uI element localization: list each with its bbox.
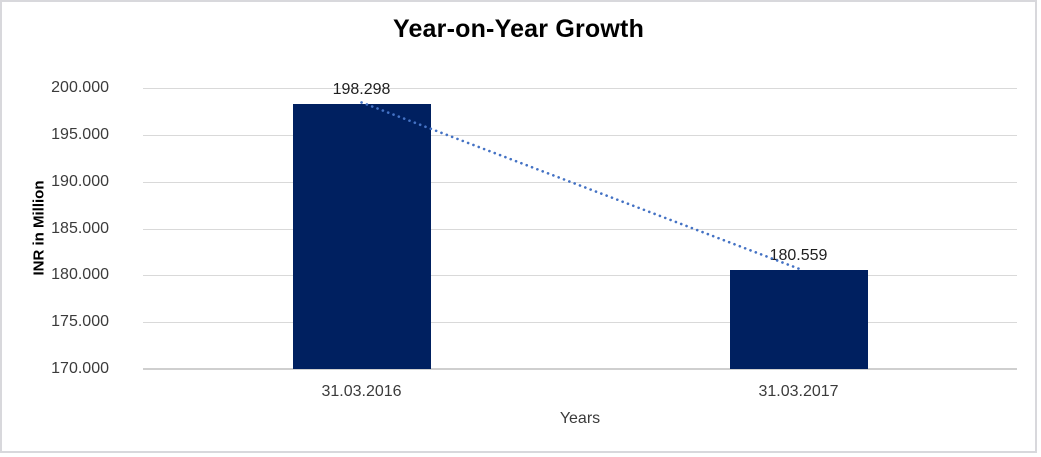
- x-tick-label: 31.03.2016: [321, 383, 402, 400]
- bar[interactable]: [292, 103, 431, 369]
- bar-data-label: 180.559: [769, 247, 828, 265]
- x-axis-line: [143, 368, 1017, 370]
- trendline-layer: [360, 101, 800, 270]
- y-tick-label: 185.000: [51, 219, 109, 237]
- gridline: [143, 322, 1017, 324]
- y-tick-label: 200.000: [51, 79, 109, 96]
- y-tick-label: 180.000: [51, 266, 109, 284]
- trendline[interactable]: [360, 101, 800, 270]
- plot-area: 200.000 195.000 190.000 185.000 180.000 175.0…: [51, 79, 1017, 400]
- chart-title: Year-on-Year Growth: [392, 15, 645, 43]
- x-axis-title: Years: [559, 410, 601, 427]
- bar[interactable]: [729, 270, 868, 369]
- y-tick-label: 170.000: [51, 360, 109, 377]
- y-tick-label: 195.000: [51, 125, 109, 143]
- gridline: [143, 275, 1017, 277]
- bar-data-label: 198.298: [332, 80, 391, 98]
- y-tick-label: 190.000: [51, 172, 109, 190]
- gridline: [143, 181, 1017, 183]
- gridline: [143, 228, 1017, 230]
- gridline: [143, 88, 1017, 89]
- x-tick-label: 31.03.2017: [758, 383, 839, 400]
- y-axis-title: INR in Million: [30, 180, 48, 276]
- gridline: [143, 134, 1017, 136]
- y-tick-label: 175.000: [51, 313, 109, 331]
